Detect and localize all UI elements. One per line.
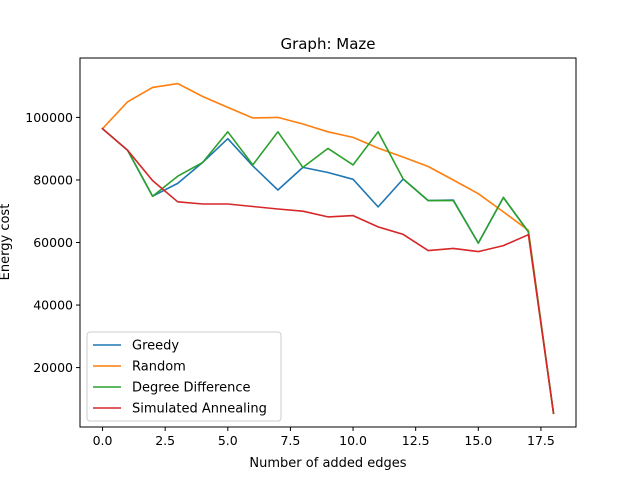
legend-label-simulated-annealing: Simulated Annealing: [132, 402, 267, 417]
x-tick-label: 5.0: [218, 433, 238, 448]
x-axis: 0.0 2.5 5.0 7.5 10.0 12.5 15.0 17.5: [93, 427, 555, 448]
chart-title: Graph: Maze: [280, 35, 375, 53]
y-tick-label: 20000: [33, 360, 73, 375]
x-tick-label: 0.0: [93, 433, 113, 448]
x-tick-label: 12.5: [402, 433, 430, 448]
x-tick-label: 10.0: [339, 433, 367, 448]
y-tick-label: 40000: [33, 298, 73, 313]
legend: Greedy Random Degree Difference Simulated A…: [86, 331, 282, 422]
y-tick-label: 60000: [33, 235, 73, 250]
y-tick-label: 80000: [33, 172, 73, 187]
x-tick-label: 17.5: [527, 433, 555, 448]
legend-label-degree-difference: Degree Difference: [132, 381, 250, 396]
x-tick-label: 7.5: [280, 433, 300, 448]
x-tick-label: 15.0: [464, 433, 492, 448]
y-axis-title: Energy cost: [0, 204, 13, 281]
series-line-random: [101, 82, 555, 415]
y-axis: 20000 40000 60000 80000 100000: [25, 110, 80, 375]
x-axis-title: Number of added edges: [249, 456, 406, 471]
legend-label-random: Random: [132, 360, 186, 375]
series-lines: [101, 82, 555, 415]
series-line-degree-difference: [101, 127, 555, 415]
x-tick-label: 2.5: [155, 433, 175, 448]
legend-label-greedy: Greedy: [132, 339, 179, 354]
y-tick-label: 100000: [25, 110, 73, 125]
legend-box: [86, 331, 282, 422]
series-line-simulated-annealing: [101, 127, 555, 415]
